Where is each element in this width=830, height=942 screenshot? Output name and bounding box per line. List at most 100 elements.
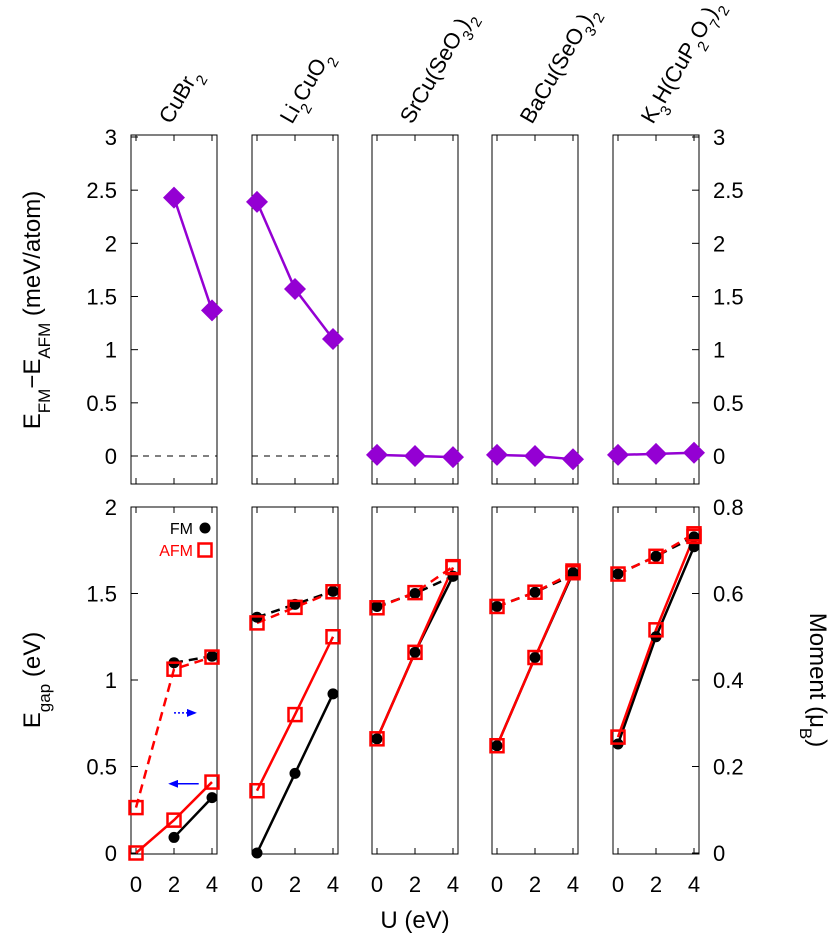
energy-diff-point xyxy=(486,443,508,466)
top-y2-tick-label: 0.5 xyxy=(713,391,744,416)
moment-afm-point xyxy=(128,799,144,816)
moment-fm-line-srcuseo3 xyxy=(376,575,454,608)
moment-afm-point xyxy=(610,566,626,582)
gap-fm-point xyxy=(251,847,263,859)
bottom-y2-tick-label: 0.2 xyxy=(713,755,744,780)
moment-afm-point xyxy=(489,598,505,615)
top-y-tick-label: 3 xyxy=(105,125,117,150)
moment-afm-point xyxy=(565,564,581,581)
energy-diff-line-li2cuo2 xyxy=(255,201,334,340)
gap-afm-point xyxy=(287,706,303,723)
x-tick-label: 2 xyxy=(289,872,301,897)
top-y-tick-label: 1.5 xyxy=(86,285,117,310)
bottom-y-tick-label: 0 xyxy=(105,841,117,866)
top-panel-frame-li2cuo2 xyxy=(251,134,339,485)
bottom-y-tick-label: 0.5 xyxy=(86,755,117,780)
text-labels: CuBr2 Li2CuO2 SrCu(SeO3)2 BaCu(SeO3)2 K3H(Cu… xyxy=(19,2,830,934)
top-y2-tick-label: 0 xyxy=(713,444,725,469)
energy-diff-point xyxy=(524,445,546,467)
top-panel-frame-k3hcup2o7 xyxy=(612,134,700,485)
moment-afm-point xyxy=(204,649,220,665)
energy-diff-point xyxy=(404,445,426,467)
gap-fm-point xyxy=(371,733,383,745)
top-y-axis-label: EFM−EAFM (meV/atom) xyxy=(19,191,54,430)
x-tick-label: 4 xyxy=(447,872,459,897)
energy-diff-point xyxy=(645,442,667,465)
energy-diff-point xyxy=(607,443,629,466)
gap-afm-point xyxy=(527,649,543,666)
gap-afm-point xyxy=(369,731,385,747)
moment-afm-point xyxy=(369,600,385,616)
moment-fm-line-bacuseo3 xyxy=(496,573,574,608)
moment-afm-point xyxy=(325,584,341,600)
energy-diff-point xyxy=(163,186,185,209)
moment-afm-line-li2cuo2 xyxy=(256,590,334,625)
moment-afm-point xyxy=(249,615,265,631)
gap-afm-line-k3hcup2o7 xyxy=(616,535,696,738)
gap-fm-point xyxy=(491,740,503,752)
moment-afm-line-cubr2 xyxy=(134,655,213,808)
gap-afm-point xyxy=(249,782,265,799)
bottom-y2-axis-label: Moment (μB) xyxy=(797,613,830,748)
x-tick-label: 0 xyxy=(371,872,383,897)
energy-diff-point xyxy=(322,328,344,351)
moment-afm-point xyxy=(445,558,461,575)
top-y-tick-label: 0.5 xyxy=(86,391,117,416)
gap-fm-point xyxy=(206,792,218,804)
bottom-y2-tick-label: 0 xyxy=(713,841,725,866)
top-y2-tick-label: 1.5 xyxy=(713,285,744,310)
energy-diff-point xyxy=(442,446,464,469)
top-y-tick-label: 1 xyxy=(105,338,117,363)
moment-fm-point xyxy=(529,586,541,598)
bottom-panel-frame-li2cuo2 xyxy=(251,506,339,855)
gap-afm-point xyxy=(128,845,144,861)
x-tick-label: 2 xyxy=(409,872,421,897)
energy-diff-point xyxy=(201,299,223,322)
gap-afm-point xyxy=(407,644,423,661)
bottom-y-tick-label: 2 xyxy=(105,495,117,520)
energy-diff-point xyxy=(366,443,388,466)
x-axis-label: U (eV) xyxy=(380,907,449,934)
compound-label-srcuseo3: SrCu(SeO3)2 xyxy=(395,6,486,131)
moment-fm-point xyxy=(327,585,339,597)
x-tick-label: 4 xyxy=(206,872,218,897)
gap-fm-line-k3hcup2o7 xyxy=(616,546,696,745)
gap-afm-point xyxy=(489,737,505,754)
x-tick-label: 2 xyxy=(529,872,541,897)
moment-fm-point xyxy=(491,600,503,612)
energy-diff-point xyxy=(284,278,306,301)
legend-marker-afm xyxy=(197,542,213,558)
gap-fm-point xyxy=(168,831,180,843)
bottom-y2-tick-label: 0.8 xyxy=(713,495,744,520)
moment-fm-point xyxy=(650,550,662,562)
bottom-panel-frame-bacuseo3 xyxy=(491,506,579,855)
moment-fm-point xyxy=(612,568,624,580)
top-y2-tick-label: 2 xyxy=(713,231,725,256)
moment-afm-point xyxy=(287,599,303,616)
energy-diff-point xyxy=(246,190,268,213)
top-y2-tick-label: 2.5 xyxy=(713,178,744,203)
moment-afm-point xyxy=(648,548,664,565)
x-tick-label: 0 xyxy=(130,872,142,897)
data-series xyxy=(128,186,705,861)
gap-afm-point xyxy=(166,812,182,828)
gap-afm-point xyxy=(325,629,341,645)
x-tick-label: 2 xyxy=(168,872,180,897)
compound-label-li2cuo2: Li2CuO2 xyxy=(275,47,343,132)
top-y-tick-label: 2.5 xyxy=(86,178,117,203)
legend-label-afm: AFM xyxy=(159,543,193,560)
top-y2-tick-label: 1 xyxy=(713,338,725,363)
gap-afm-point xyxy=(204,774,220,790)
top-y-tick-label: 0 xyxy=(105,444,117,469)
gap-fm-point xyxy=(327,688,339,700)
top-panel-frame-srcuseo3 xyxy=(371,134,459,485)
moment-fm-point xyxy=(371,600,383,612)
x-tick-label: 2 xyxy=(650,872,662,897)
x-tick-label: 0 xyxy=(491,872,503,897)
gap-fm-point xyxy=(409,646,421,658)
top-y-tick-label: 2 xyxy=(105,231,117,256)
top-panel-frame-bacuseo3 xyxy=(491,134,579,485)
bottom-y-axis-label: Egap (eV) xyxy=(19,632,54,728)
gap-afm-line-cubr2 xyxy=(135,781,213,854)
moment-afm-point xyxy=(686,526,702,542)
